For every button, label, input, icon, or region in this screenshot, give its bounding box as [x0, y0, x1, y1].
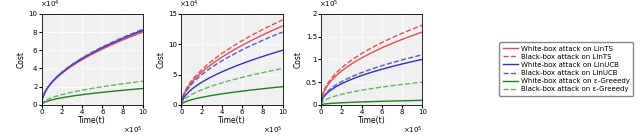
- Legend: White-box attack on LinTS, Black-box attack on LinTS, White-box attack on LinUCB: White-box attack on LinTS, Black-box att…: [499, 42, 634, 96]
- Text: $\times10^5$: $\times10^5$: [319, 0, 339, 10]
- Y-axis label: Cost: Cost: [294, 51, 303, 68]
- X-axis label: Time(t): Time(t): [358, 116, 386, 125]
- Y-axis label: Cost: Cost: [17, 51, 26, 68]
- Y-axis label: Cost: Cost: [156, 51, 165, 68]
- Text: $\times10^5$: $\times10^5$: [124, 125, 143, 136]
- X-axis label: Time(t): Time(t): [218, 116, 246, 125]
- Text: $\times10^4$: $\times10^4$: [40, 0, 60, 10]
- Text: $\times10^5$: $\times10^5$: [263, 125, 283, 136]
- X-axis label: Time(t): Time(t): [78, 116, 106, 125]
- Text: $\times10^5$: $\times10^5$: [403, 125, 422, 136]
- Text: $\times10^4$: $\times10^4$: [179, 0, 199, 10]
